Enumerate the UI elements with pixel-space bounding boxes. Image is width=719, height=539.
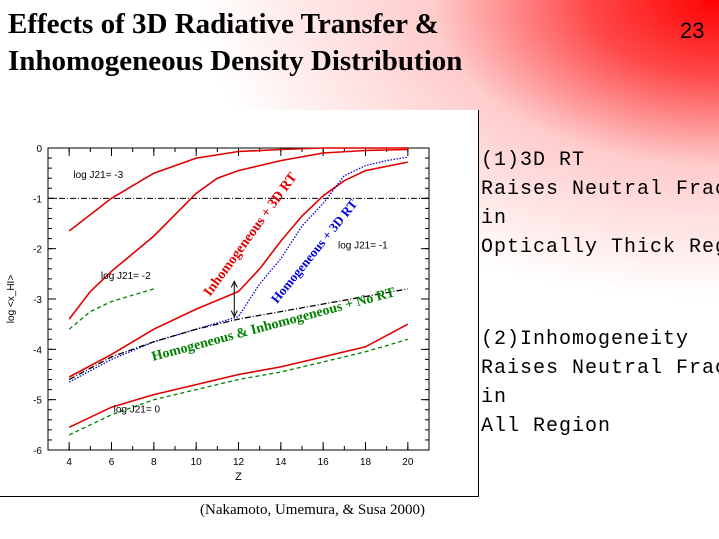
series-line-red — [68, 147, 408, 232]
curve-annotation: log J21= 0 — [114, 404, 161, 415]
y-axis-label: log <x_HI> — [6, 275, 17, 324]
note-line: Raises Neutral Fract — [481, 357, 719, 380]
y-tick-label: -6 — [33, 446, 42, 457]
x-tick-label: 12 — [233, 457, 245, 468]
note-line: in — [481, 386, 508, 409]
note-line: All Region — [481, 415, 612, 438]
y-tick-label: 0 — [36, 144, 42, 155]
y-tick-label: -5 — [33, 396, 42, 407]
x-tick-label: 6 — [109, 457, 115, 468]
figure-caption: (Nakamoto, Umemura, & Susa 2000) — [200, 502, 425, 518]
note-line: in — [481, 207, 508, 230]
curve-annotation: log J21= -3 — [73, 170, 123, 181]
y-tick-label: -2 — [33, 245, 42, 256]
series-line-green — [68, 338, 408, 436]
series-line-black — [68, 288, 408, 381]
series-line-red — [68, 323, 409, 429]
notes-point-1: (1)3D RT Raises Neutral Fract in Optical… — [481, 146, 719, 262]
note-line: Raises Neutral Fract — [481, 178, 719, 201]
arrow-head-top — [230, 280, 238, 288]
slide-title: Effects of 3D Radiative Transfer & Inhom… — [8, 6, 462, 80]
curve-annotation: log J21= -1 — [338, 241, 388, 252]
x-tick-label: 16 — [318, 457, 330, 468]
note-line: (2)Inhomogeneity — [481, 328, 690, 351]
note-line: Optically Thick Regi — [481, 236, 719, 259]
x-tick-label: 18 — [360, 457, 372, 468]
curve-annotation: log J21= -2 — [101, 271, 151, 282]
y-tick-label: -4 — [33, 345, 42, 356]
notes-point-2: (2)Inhomogeneity Raises Neutral Fract in… — [481, 325, 719, 441]
note-line: (1)3D RT — [481, 149, 586, 172]
title-line-2: Inhomogeneous Density Distribution — [8, 45, 463, 77]
x-tick-label: 4 — [66, 457, 72, 468]
x-axis-label: Z — [235, 471, 242, 483]
y-tick-label: -3 — [33, 295, 42, 306]
x-tick-label: 14 — [275, 457, 287, 468]
title-line-1: Effects of 3D Radiative Transfer & — [8, 8, 439, 40]
x-tick-label: 8 — [151, 457, 157, 468]
x-tick-label: 10 — [191, 457, 203, 468]
series-line-green — [68, 288, 154, 330]
y-tick-label: -1 — [33, 194, 42, 205]
series-line-red — [68, 161, 408, 378]
x-tick-label: 20 — [402, 457, 414, 468]
series-line-red — [68, 148, 408, 320]
arrow-head-bottom — [230, 310, 238, 318]
slide-number: 23 — [680, 18, 705, 43]
